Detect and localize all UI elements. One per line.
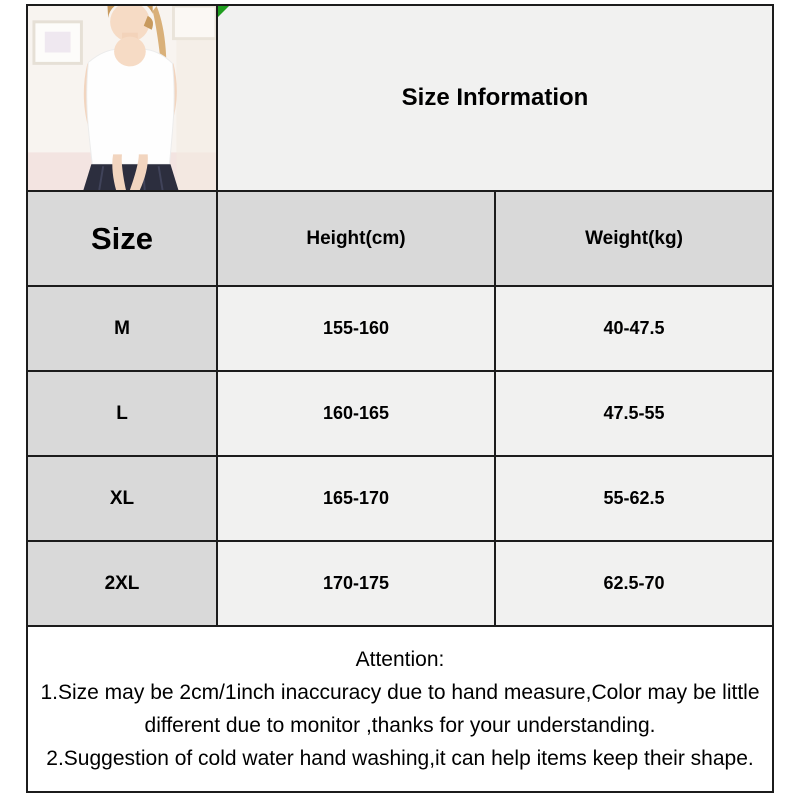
cell-note-marker-icon xyxy=(219,7,229,17)
size-value: M xyxy=(26,285,218,372)
height-value: 165-170 xyxy=(216,455,496,542)
page-title: Size Information xyxy=(401,84,589,111)
column-header-weight: Weight(kg) xyxy=(494,190,774,287)
weight-value: 55-62.5 xyxy=(494,455,774,542)
attention-note-box: Attention: 1.Size may be 2cm/1inch inacc… xyxy=(26,625,774,793)
column-header-height: Height(cm) xyxy=(216,190,496,287)
model-photo-cell xyxy=(26,4,218,192)
title-row: Size Information xyxy=(26,4,774,192)
attention-note: 2.Suggestion of cold water hand washing,… xyxy=(46,747,754,770)
size-value: XL xyxy=(26,455,218,542)
weight-value: 62.5-70 xyxy=(494,540,774,627)
weight-value: 40-47.5 xyxy=(494,285,774,372)
table-header-row: Size Height(cm) Weight(kg) xyxy=(26,190,774,287)
height-value: 160-165 xyxy=(216,370,496,457)
table-row: L 160-165 47.5-55 xyxy=(26,370,774,457)
attention-row: Attention: 1.Size may be 2cm/1inch inacc… xyxy=(26,625,774,793)
table-row: XL 165-170 55-62.5 xyxy=(26,455,774,542)
height-value: 155-160 xyxy=(216,285,496,372)
height-value: 170-175 xyxy=(216,540,496,627)
attention-note: 1.Size may be 2cm/1inch inaccuracy due t… xyxy=(40,681,760,737)
size-information-title-cell: Size Information xyxy=(216,4,774,192)
column-header-size: Size xyxy=(26,190,218,287)
size-chart-table: Size Information Size Height(cm) Weight(… xyxy=(26,4,774,793)
weight-value: 47.5-55 xyxy=(494,370,774,457)
table-row: 2XL 170-175 62.5-70 xyxy=(26,540,774,627)
attention-heading: Attention: xyxy=(355,648,445,671)
model-photo-image xyxy=(29,7,215,189)
size-value: 2XL xyxy=(26,540,218,627)
size-value: L xyxy=(26,370,218,457)
table-row: M 155-160 40-47.5 xyxy=(26,285,774,372)
